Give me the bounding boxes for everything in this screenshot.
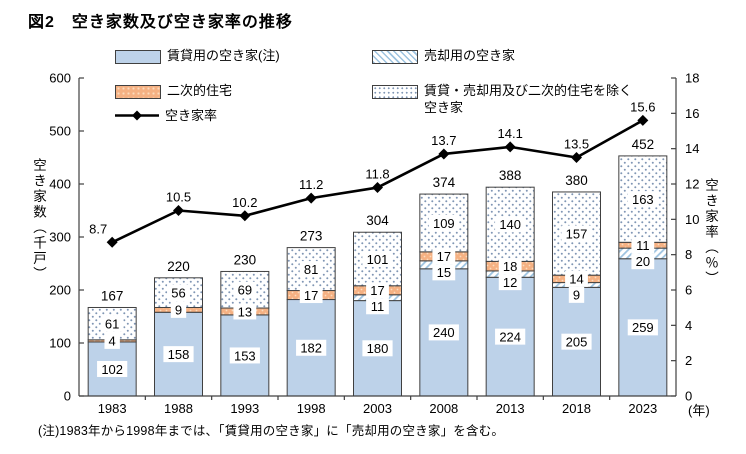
sale-hatch-swatch-icon <box>372 50 418 64</box>
svg-text:14: 14 <box>569 272 583 287</box>
svg-text:4: 4 <box>685 318 692 333</box>
svg-text:11: 11 <box>636 238 650 253</box>
legend-label-rental: 賃貸用の空き家(注) <box>167 48 280 63</box>
svg-text:69: 69 <box>238 283 252 298</box>
svg-text:224: 224 <box>499 329 521 344</box>
svg-text:140: 140 <box>499 217 521 232</box>
svg-text:374: 374 <box>433 175 456 190</box>
svg-text:2008: 2008 <box>429 401 458 416</box>
rate-line-icon <box>115 109 159 127</box>
svg-text:0: 0 <box>64 389 71 404</box>
svg-text:20: 20 <box>636 254 650 269</box>
legend-item-other: 賃貸・売却用及び二次的住宅を除く 空き家 <box>372 83 632 117</box>
svg-text:13: 13 <box>238 304 252 319</box>
svg-text:61: 61 <box>105 316 119 331</box>
legend-label-rate: 空き家率 <box>165 108 218 123</box>
legend-item-secondary: 二次的住宅 <box>115 83 232 100</box>
svg-text:180: 180 <box>367 341 389 356</box>
svg-text:230: 230 <box>234 252 257 267</box>
svg-text:11.2: 11.2 <box>299 177 323 192</box>
secondary-home-swatch-icon <box>115 85 161 99</box>
svg-text:1993: 1993 <box>230 401 259 416</box>
svg-text:167: 167 <box>101 288 124 303</box>
legend-label-sale: 売却用の空き家 <box>424 48 516 63</box>
svg-text:12: 12 <box>503 275 517 290</box>
other-vacant-swatch-icon <box>372 85 418 99</box>
svg-text:6: 6 <box>685 283 692 298</box>
svg-text:4: 4 <box>109 334 116 349</box>
svg-text:18: 18 <box>503 259 517 274</box>
svg-text:2: 2 <box>685 353 692 368</box>
chart-title: 図2 空き家数及び空き家率の推移 <box>28 14 293 31</box>
legend-item-rate: 空き家率 <box>115 108 217 127</box>
svg-text:102: 102 <box>101 362 123 377</box>
svg-text:13.5: 13.5 <box>564 137 589 152</box>
svg-text:2018: 2018 <box>562 401 591 416</box>
svg-text:9: 9 <box>175 303 182 318</box>
svg-text:9: 9 <box>573 288 580 303</box>
svg-text:304: 304 <box>366 213 389 228</box>
svg-text:388: 388 <box>499 168 522 183</box>
x-axis-unit-label: (年) <box>688 403 710 418</box>
legend-item-rental: 賃貸用の空き家(注) <box>115 48 280 65</box>
svg-text:1983: 1983 <box>98 401 127 416</box>
svg-text:13.7: 13.7 <box>431 133 456 148</box>
svg-text:17: 17 <box>304 288 318 303</box>
svg-text:15.6: 15.6 <box>630 99 655 114</box>
svg-text:380: 380 <box>565 173 588 188</box>
svg-text:200: 200 <box>49 283 71 298</box>
svg-text:8: 8 <box>685 247 692 262</box>
svg-text:1988: 1988 <box>164 401 193 416</box>
svg-text:2023: 2023 <box>628 401 657 416</box>
svg-text:300: 300 <box>49 230 71 245</box>
footnote: (注)1983年から1998年までは、「賃貸用の空き家」に「売却用の空き家」を含… <box>38 424 505 438</box>
right-axis-title: 空き家率（％） <box>703 178 718 287</box>
svg-text:14.1: 14.1 <box>498 126 523 141</box>
svg-text:182: 182 <box>300 341 322 356</box>
svg-text:500: 500 <box>49 124 71 139</box>
svg-text:109: 109 <box>433 216 455 231</box>
svg-text:10.2: 10.2 <box>232 195 257 210</box>
svg-text:8.7: 8.7 <box>89 221 107 236</box>
svg-text:11.8: 11.8 <box>365 167 389 182</box>
svg-text:17: 17 <box>437 249 451 264</box>
svg-text:0: 0 <box>685 389 692 404</box>
svg-text:158: 158 <box>168 347 190 362</box>
svg-text:1998: 1998 <box>297 401 326 416</box>
svg-text:10: 10 <box>685 212 699 227</box>
legend-label-other: 賃貸・売却用及び二次的住宅を除く 空き家 <box>424 83 633 115</box>
legend-item-sale: 売却用の空き家 <box>372 48 515 65</box>
svg-text:81: 81 <box>304 262 318 277</box>
svg-text:10.5: 10.5 <box>166 190 191 205</box>
svg-text:163: 163 <box>632 192 654 207</box>
svg-text:2003: 2003 <box>363 401 392 416</box>
svg-text:18: 18 <box>685 71 699 86</box>
svg-text:452: 452 <box>632 137 655 152</box>
svg-text:220: 220 <box>167 259 190 274</box>
svg-text:157: 157 <box>566 226 588 241</box>
svg-text:153: 153 <box>234 348 256 363</box>
svg-text:12: 12 <box>685 177 699 192</box>
left-axis-title: 空き家数（千戸） <box>31 158 46 282</box>
svg-text:400: 400 <box>49 177 71 192</box>
svg-text:11: 11 <box>371 299 385 314</box>
svg-text:101: 101 <box>367 252 389 267</box>
svg-text:600: 600 <box>49 71 71 86</box>
svg-text:259: 259 <box>632 320 654 335</box>
svg-text:56: 56 <box>171 285 185 300</box>
svg-text:100: 100 <box>49 336 71 351</box>
svg-text:15: 15 <box>437 265 451 280</box>
svg-text:17: 17 <box>370 283 384 298</box>
svg-text:240: 240 <box>433 325 455 340</box>
svg-text:2013: 2013 <box>496 401 525 416</box>
svg-text:273: 273 <box>300 229 323 244</box>
svg-text:14: 14 <box>685 141 699 156</box>
rental-swatch-icon <box>115 50 161 64</box>
legend-label-secondary: 二次的住宅 <box>167 83 233 98</box>
svg-text:16: 16 <box>685 106 699 121</box>
svg-text:205: 205 <box>566 334 588 349</box>
